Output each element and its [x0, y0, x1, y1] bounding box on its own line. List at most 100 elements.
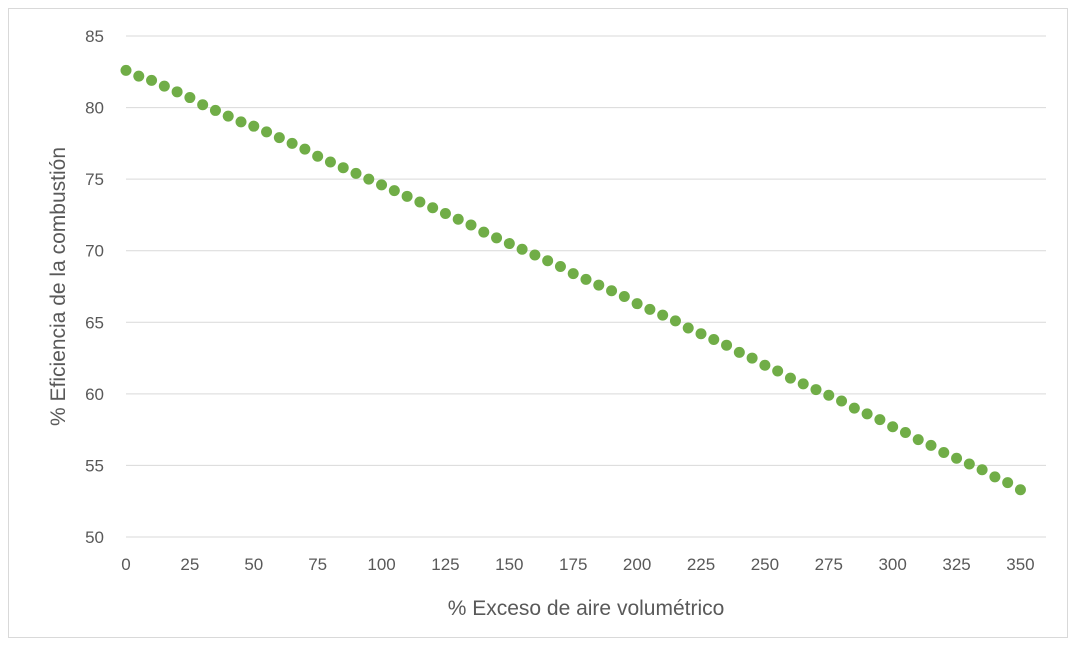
data-point [695, 328, 707, 340]
x-tick-label: 325 [942, 555, 970, 574]
y-tick-label: 55 [85, 456, 104, 475]
scatter-chart: 50 55 60 65 70 75 80 85 0 25 50 75 100 125 150 175 200 2… [47, 27, 1046, 620]
data-point [618, 291, 630, 303]
data-point [554, 260, 566, 272]
x-tick-label: 125 [431, 555, 459, 574]
x-tick-label: 275 [815, 555, 843, 574]
y-tick-label: 70 [85, 242, 104, 261]
data-point [861, 408, 873, 420]
data-point [465, 219, 477, 231]
data-point [184, 92, 196, 104]
x-tick-label: 225 [687, 555, 715, 574]
data-point [324, 156, 336, 168]
data-point [542, 255, 554, 267]
x-tick-label: 0 [121, 555, 130, 574]
data-point [286, 137, 298, 149]
y-axis-ticks: 50 55 60 65 70 75 80 85 [85, 27, 104, 547]
data-point [912, 434, 924, 446]
data-point [120, 64, 132, 76]
data-point [427, 202, 439, 214]
data-point [209, 104, 221, 116]
x-axis-title: % Exceso de aire volumétrico [448, 597, 725, 620]
x-tick-label: 300 [878, 555, 906, 574]
data-point [388, 185, 400, 197]
data-point [797, 378, 809, 390]
data-point [899, 427, 911, 439]
data-point [439, 207, 451, 219]
x-tick-label: 150 [495, 555, 523, 574]
chart-area: 50 55 60 65 70 75 80 85 0 25 50 75 100 125 150 175 200 2… [8, 8, 1068, 638]
data-point [759, 359, 771, 371]
data-point [682, 322, 694, 334]
data-point [452, 213, 464, 225]
data-point [197, 99, 209, 111]
data-point [376, 179, 388, 191]
data-point [631, 298, 643, 310]
x-tick-label: 50 [244, 555, 263, 574]
y-tick-label: 60 [85, 385, 104, 404]
data-point [746, 352, 758, 364]
x-tick-label: 175 [559, 555, 587, 574]
data-point [721, 339, 733, 351]
data-point [733, 346, 745, 358]
data-point [567, 268, 579, 280]
data-point [491, 232, 503, 244]
data-point [593, 279, 605, 291]
data-point [772, 365, 784, 377]
data-point [848, 402, 860, 414]
data-point [158, 80, 170, 92]
data-point [606, 285, 618, 297]
y-tick-label: 50 [85, 528, 104, 547]
data-point [363, 173, 375, 185]
data-point [529, 249, 541, 261]
x-tick-label: 250 [751, 555, 779, 574]
data-point [644, 303, 656, 315]
data-point [478, 226, 490, 238]
gridlines [126, 35, 1046, 538]
data-point [708, 333, 720, 345]
data-point [261, 126, 273, 138]
data-point [989, 471, 1001, 483]
data-point [171, 86, 183, 98]
data-point [312, 150, 324, 162]
data-point [580, 273, 592, 285]
data-point [503, 238, 515, 250]
data-point [337, 162, 349, 174]
data-point [925, 439, 937, 451]
data-point [784, 372, 796, 384]
data-point [146, 74, 158, 86]
data-point [414, 196, 426, 208]
data-point [657, 309, 669, 321]
y-tick-label: 75 [85, 170, 104, 189]
data-points [120, 64, 1026, 496]
data-point [669, 315, 681, 327]
data-point [133, 70, 145, 82]
x-tick-label: 25 [180, 555, 199, 574]
y-tick-label: 85 [85, 27, 104, 46]
x-axis-ticks: 0 25 50 75 100 125 150 175 200 225 250 275 300 325 350 [121, 555, 1034, 574]
x-tick-label: 75 [308, 555, 327, 574]
data-point [350, 167, 362, 179]
data-point [976, 464, 988, 476]
data-point [1014, 484, 1026, 496]
data-point [299, 143, 311, 155]
data-point [887, 421, 899, 433]
data-point [235, 116, 247, 128]
x-tick-label: 100 [367, 555, 395, 574]
data-point [938, 447, 950, 459]
data-point [401, 190, 413, 202]
data-point [222, 110, 234, 122]
data-point [963, 458, 975, 470]
data-point [1002, 477, 1014, 489]
data-point [516, 243, 528, 255]
y-tick-label: 65 [85, 313, 104, 332]
data-point [874, 414, 886, 426]
y-tick-label: 80 [85, 99, 104, 118]
data-point [951, 452, 963, 464]
data-point [810, 384, 822, 396]
data-point [273, 132, 285, 144]
data-point [836, 395, 848, 407]
data-point [823, 389, 835, 401]
x-tick-label: 350 [1006, 555, 1034, 574]
y-axis-title: % Eficiencia de la combustión [47, 147, 70, 426]
